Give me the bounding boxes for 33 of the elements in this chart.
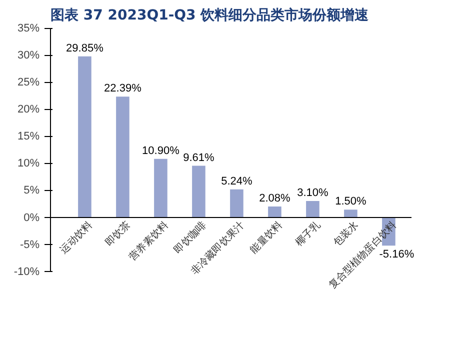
bar: [154, 158, 168, 218]
data-label: 2.08%: [259, 192, 291, 205]
data-label: 3.10%: [297, 186, 329, 199]
y-tick-label: 5%: [24, 184, 40, 197]
bar: [344, 210, 358, 218]
x-tick-label: 包装水: [330, 219, 361, 249]
y-tick-label: 35%: [17, 22, 40, 34]
y-tick-label: 10%: [17, 158, 40, 170]
data-label: 22.39%: [104, 82, 142, 95]
x-tick-label: 运动饮料: [58, 219, 95, 256]
data-label: 9.61%: [183, 152, 215, 164]
data-label: -5.16%: [379, 248, 414, 261]
bar: [192, 166, 206, 218]
y-tick-label: 25%: [17, 76, 40, 89]
bar: [78, 56, 92, 218]
y-tick-label: 15%: [17, 130, 40, 143]
y-tick-label: 20%: [17, 104, 40, 116]
data-label: 10.90%: [142, 144, 180, 157]
bar: [116, 96, 130, 218]
y-tick-label: -10%: [14, 266, 40, 278]
chart-title: 图表 37 2023Q1-Q3 饮料细分品类市场份额增速: [50, 6, 370, 24]
data-label: 1.50%: [335, 196, 367, 208]
y-tick-label: -5%: [20, 238, 40, 251]
bar: [230, 189, 244, 218]
y-tick-label: 30%: [17, 50, 40, 62]
x-tick-label: 能量饮料: [248, 219, 285, 256]
x-tick-label: 即饮茶: [102, 219, 133, 249]
y-tick-label: 0%: [24, 212, 40, 224]
data-label: 5.24%: [221, 175, 253, 188]
x-tick-label: 椰子乳: [292, 219, 323, 249]
data-label: 29.85%: [66, 42, 104, 54]
bar: [306, 200, 320, 218]
bar: [268, 206, 282, 218]
